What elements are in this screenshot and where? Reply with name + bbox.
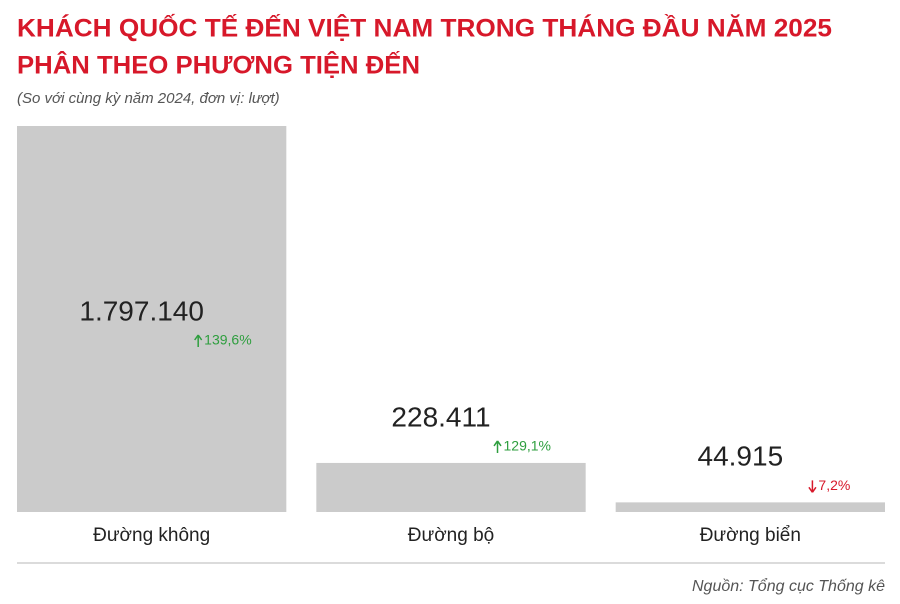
chart-title: PHÂN THEO PHƯƠNG TIỆN ĐẾN [17,50,420,80]
x-tick-label: Đường không [93,525,210,546]
bar [316,462,586,512]
bar [17,126,287,512]
arrow-up [194,334,203,347]
chart-title: KHÁCH QUỐC TẾ ĐẾN VIỆT NAM TRONG THÁNG Đ… [17,13,832,43]
value-label: 44.915 [698,441,784,472]
change-label: 139,6% [204,332,251,348]
subtitle: (So với cùng kỳ năm 2024, đơn vị: lượt) [17,90,280,107]
change-label: 7,2% [818,477,850,493]
x-tick-label: Đường bộ [408,525,494,546]
value-label: 1.797.140 [79,295,204,326]
value-label: 228.411 [391,401,490,432]
bar [615,502,885,512]
x-tick-label: Đường biển [700,525,801,546]
change-label: 129,1% [504,438,551,454]
source: Nguồn: Tổng cục Thống kê [692,577,885,595]
arrow-up [493,440,502,453]
arrow-down [808,480,817,493]
